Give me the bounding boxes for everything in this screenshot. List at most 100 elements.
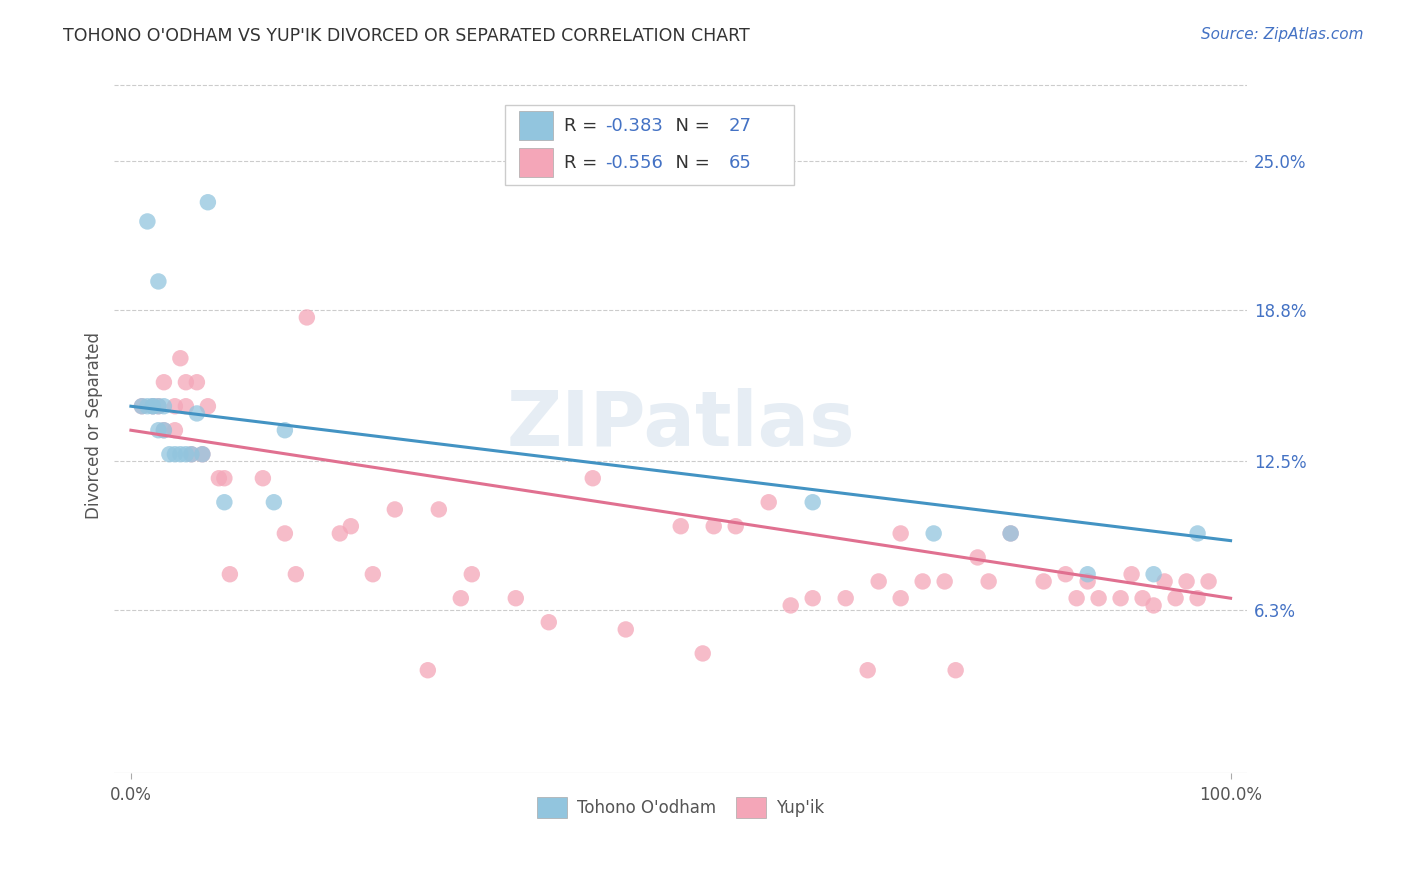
Point: [148, 275, 170, 289]
Point: [856, 663, 879, 677]
Point: [890, 591, 912, 606]
Point: [214, 495, 236, 509]
Point: [131, 399, 153, 413]
Point: [1054, 567, 1077, 582]
Point: [703, 519, 725, 533]
Point: [1000, 526, 1022, 541]
Text: -0.383: -0.383: [605, 117, 662, 135]
Point: [724, 519, 747, 533]
Point: [274, 423, 297, 437]
Point: [450, 591, 472, 606]
Text: Source: ZipAtlas.com: Source: ZipAtlas.com: [1201, 27, 1364, 42]
Point: [174, 399, 197, 413]
Point: [1066, 591, 1088, 606]
Text: 27: 27: [728, 117, 751, 135]
Point: [163, 399, 186, 413]
Text: TOHONO O'ODHAM VS YUP'IK DIVORCED OR SEPARATED CORRELATION CHART: TOHONO O'ODHAM VS YUP'IK DIVORCED OR SEP…: [63, 27, 749, 45]
Point: [214, 471, 236, 485]
Point: [537, 615, 560, 630]
Point: [384, 502, 406, 516]
Point: [692, 647, 714, 661]
Point: [263, 495, 285, 509]
Point: [801, 495, 824, 509]
Text: -0.556: -0.556: [605, 153, 662, 171]
Legend: Tohono O'odham, Yup'ik: Tohono O'odham, Yup'ik: [530, 790, 831, 824]
Point: [153, 423, 176, 437]
Point: [922, 526, 945, 541]
Point: [142, 399, 165, 413]
FancyBboxPatch shape: [505, 105, 794, 186]
Point: [1142, 599, 1164, 613]
Point: [252, 471, 274, 485]
Point: [1077, 574, 1099, 589]
Point: [1132, 591, 1154, 606]
Point: [758, 495, 780, 509]
Point: [174, 376, 197, 390]
Point: [295, 310, 318, 325]
Point: [801, 591, 824, 606]
Point: [890, 526, 912, 541]
Point: [186, 406, 208, 420]
Point: [1198, 574, 1220, 589]
Point: [1087, 591, 1109, 606]
Point: [163, 447, 186, 461]
Text: N =: N =: [664, 153, 716, 171]
Point: [169, 447, 191, 461]
Point: [1164, 591, 1187, 606]
Point: [186, 376, 208, 390]
Point: [361, 567, 384, 582]
Point: [284, 567, 307, 582]
FancyBboxPatch shape: [519, 112, 553, 141]
Point: [136, 399, 159, 413]
Text: N =: N =: [664, 117, 716, 135]
Point: [1187, 591, 1209, 606]
Y-axis label: Divorced or Separated: Divorced or Separated: [86, 332, 103, 519]
Point: [218, 567, 240, 582]
Point: [340, 519, 363, 533]
Point: [180, 447, 202, 461]
Point: [169, 351, 191, 366]
Text: ZIPatlas: ZIPatlas: [506, 388, 855, 462]
Point: [1077, 567, 1099, 582]
Point: [174, 447, 197, 461]
Point: [911, 574, 934, 589]
Point: [153, 423, 176, 437]
Point: [1142, 567, 1164, 582]
Point: [191, 447, 214, 461]
Point: [329, 526, 352, 541]
Point: [966, 550, 988, 565]
Point: [934, 574, 956, 589]
Text: R =: R =: [564, 153, 603, 171]
Point: [1032, 574, 1054, 589]
Point: [614, 623, 637, 637]
Point: [274, 526, 297, 541]
Point: [1175, 574, 1198, 589]
Point: [131, 399, 153, 413]
Point: [977, 574, 1000, 589]
Point: [1109, 591, 1132, 606]
Point: [197, 195, 219, 210]
Point: [1121, 567, 1143, 582]
Point: [208, 471, 231, 485]
FancyBboxPatch shape: [519, 148, 553, 178]
Point: [136, 214, 159, 228]
Point: [153, 376, 176, 390]
Point: [1153, 574, 1175, 589]
Point: [779, 599, 801, 613]
Point: [163, 423, 186, 437]
Point: [197, 399, 219, 413]
Point: [153, 399, 176, 413]
Point: [669, 519, 692, 533]
Point: [427, 502, 450, 516]
Point: [142, 399, 165, 413]
Point: [461, 567, 484, 582]
Point: [180, 447, 202, 461]
Text: R =: R =: [564, 117, 603, 135]
Point: [1000, 526, 1022, 541]
Point: [868, 574, 890, 589]
Point: [582, 471, 605, 485]
Point: [191, 447, 214, 461]
Point: [148, 399, 170, 413]
Point: [157, 447, 180, 461]
Text: 65: 65: [728, 153, 751, 171]
